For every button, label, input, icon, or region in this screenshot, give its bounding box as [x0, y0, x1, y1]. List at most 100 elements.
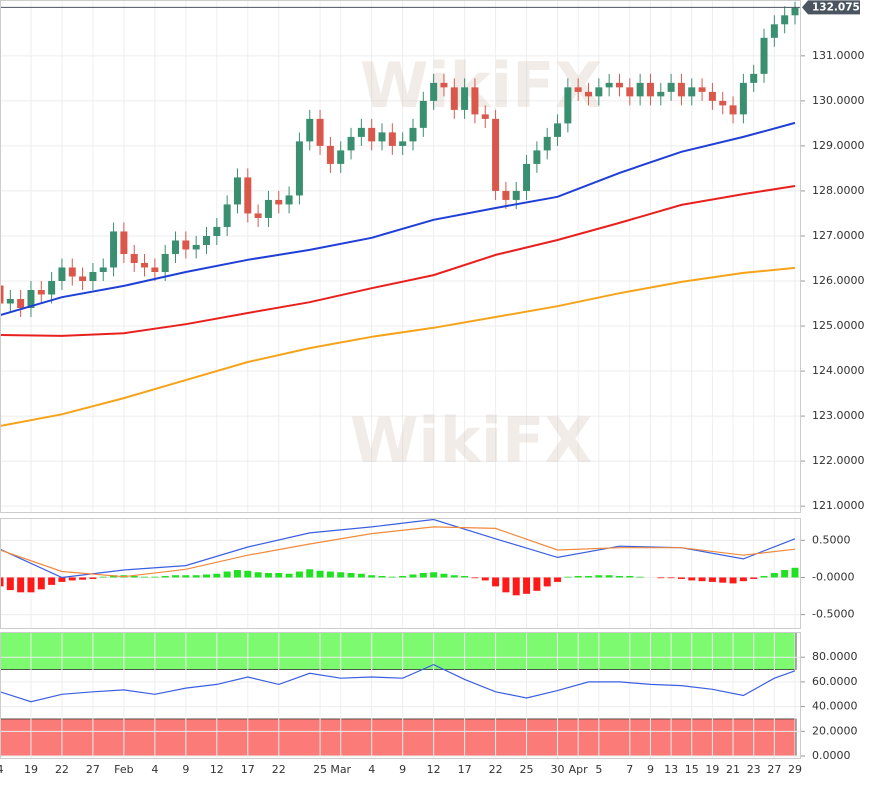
histogram-bar	[636, 576, 644, 578]
histogram-bar	[543, 577, 551, 587]
histogram-bar	[461, 575, 469, 578]
histogram-bar	[130, 575, 138, 578]
candle-body	[337, 150, 345, 164]
indicator-line	[0, 185, 796, 337]
histogram-bar	[523, 577, 531, 594]
histogram-bar	[388, 576, 396, 578]
x-tick-label: 30	[551, 763, 565, 776]
y-tick-label: 125.0000	[812, 319, 865, 332]
candle-body	[378, 132, 386, 142]
histogram-bar	[409, 574, 417, 578]
histogram-bar	[739, 577, 747, 582]
x-tick-label: 22	[272, 763, 286, 776]
histogram-bar	[729, 577, 737, 584]
y-tick-label: 123.0000	[812, 409, 865, 422]
y-tick-label: 40.0000	[812, 700, 858, 713]
candle-body	[708, 91, 716, 101]
histogram-bar	[564, 576, 572, 578]
candle-body	[646, 82, 654, 97]
histogram-bar	[337, 572, 345, 578]
watermark: WikiFX	[350, 404, 592, 477]
candle-body	[357, 127, 365, 137]
histogram-bar	[27, 577, 35, 593]
candle-body	[326, 145, 334, 164]
candle-body	[347, 136, 355, 151]
x-tick-label: 21	[726, 763, 740, 776]
histogram-bar	[481, 577, 489, 581]
y-tick-label: 20.0000	[812, 724, 858, 737]
y-tick-label: 121.0000	[812, 499, 865, 512]
candle-body	[399, 141, 407, 146]
x-tick-label: 17	[458, 763, 472, 776]
indicator-line	[0, 526, 796, 578]
candle-body	[781, 15, 789, 25]
candle-body	[141, 262, 149, 268]
histogram-bar	[626, 575, 634, 578]
x-tick-label: Feb	[114, 763, 133, 776]
candle-body	[48, 280, 56, 295]
histogram-bar	[37, 577, 45, 590]
y-tick-label: 124.0000	[812, 364, 865, 377]
y-tick-label: 0.5000	[812, 533, 851, 546]
candle-body	[151, 267, 159, 272]
y-tick-label: 60.0000	[812, 675, 858, 688]
histogram-bar	[595, 575, 603, 578]
y-tick-label: -0.5000	[812, 608, 854, 621]
panel-rsi	[0, 632, 800, 758]
histogram-bar	[172, 575, 180, 578]
histogram-bar	[192, 575, 200, 578]
panel-macd	[0, 518, 800, 628]
histogram-bar	[657, 577, 665, 579]
candle-body	[409, 127, 417, 142]
y-tick-label: 126.0000	[812, 274, 865, 287]
histogram-bar	[492, 577, 500, 587]
x-tick-label: 27	[767, 763, 781, 776]
candle-body	[698, 87, 706, 92]
histogram-bar	[419, 573, 427, 578]
histogram-bar	[574, 575, 582, 578]
x-tick-label: 22	[55, 763, 69, 776]
histogram-bar	[89, 577, 97, 579]
histogram-bar	[275, 573, 283, 578]
indicator-line	[0, 121, 796, 317]
x-tick-label: Apr	[569, 763, 589, 776]
candle-body	[585, 91, 593, 97]
candle-body	[481, 114, 489, 119]
candle-body	[213, 226, 221, 236]
x-tick-label: 13	[664, 763, 678, 776]
indicator-line	[0, 663, 796, 703]
histogram-bar	[440, 573, 448, 578]
candle-body	[574, 87, 582, 92]
x-tick-label: 9	[399, 763, 406, 776]
candle-body	[667, 82, 675, 92]
histogram-bar	[430, 572, 438, 578]
x-tick-label: 5	[595, 763, 602, 776]
candle-body	[719, 100, 727, 106]
candle-body	[461, 87, 469, 110]
x-tick-label: 9	[647, 763, 654, 776]
panel-border	[0, 0, 801, 513]
y-tick-label: 127.0000	[812, 229, 865, 242]
candle-body	[58, 267, 66, 281]
candle-body	[316, 118, 324, 146]
x-tick-label: 19	[24, 763, 38, 776]
panel-border	[0, 632, 801, 759]
histogram-bar	[326, 571, 334, 578]
candle-body	[99, 267, 107, 272]
candle-body	[729, 105, 737, 115]
zone-band	[0, 632, 797, 670]
x-tick-label: 9	[182, 763, 189, 776]
histogram-bar	[781, 570, 789, 578]
histogram-bar	[502, 577, 510, 593]
candle-body	[306, 118, 314, 142]
candle-body	[264, 199, 272, 218]
y-tick-label: 80.0000	[812, 650, 858, 663]
candle-body	[760, 37, 768, 74]
histogram-bar	[667, 577, 675, 579]
watermark: WikiFX	[360, 49, 602, 122]
candle-body	[368, 127, 376, 142]
candle-body	[233, 177, 241, 205]
candle-body	[120, 231, 128, 254]
histogram-bar	[708, 577, 716, 582]
x-tick-label: 23	[747, 763, 761, 776]
